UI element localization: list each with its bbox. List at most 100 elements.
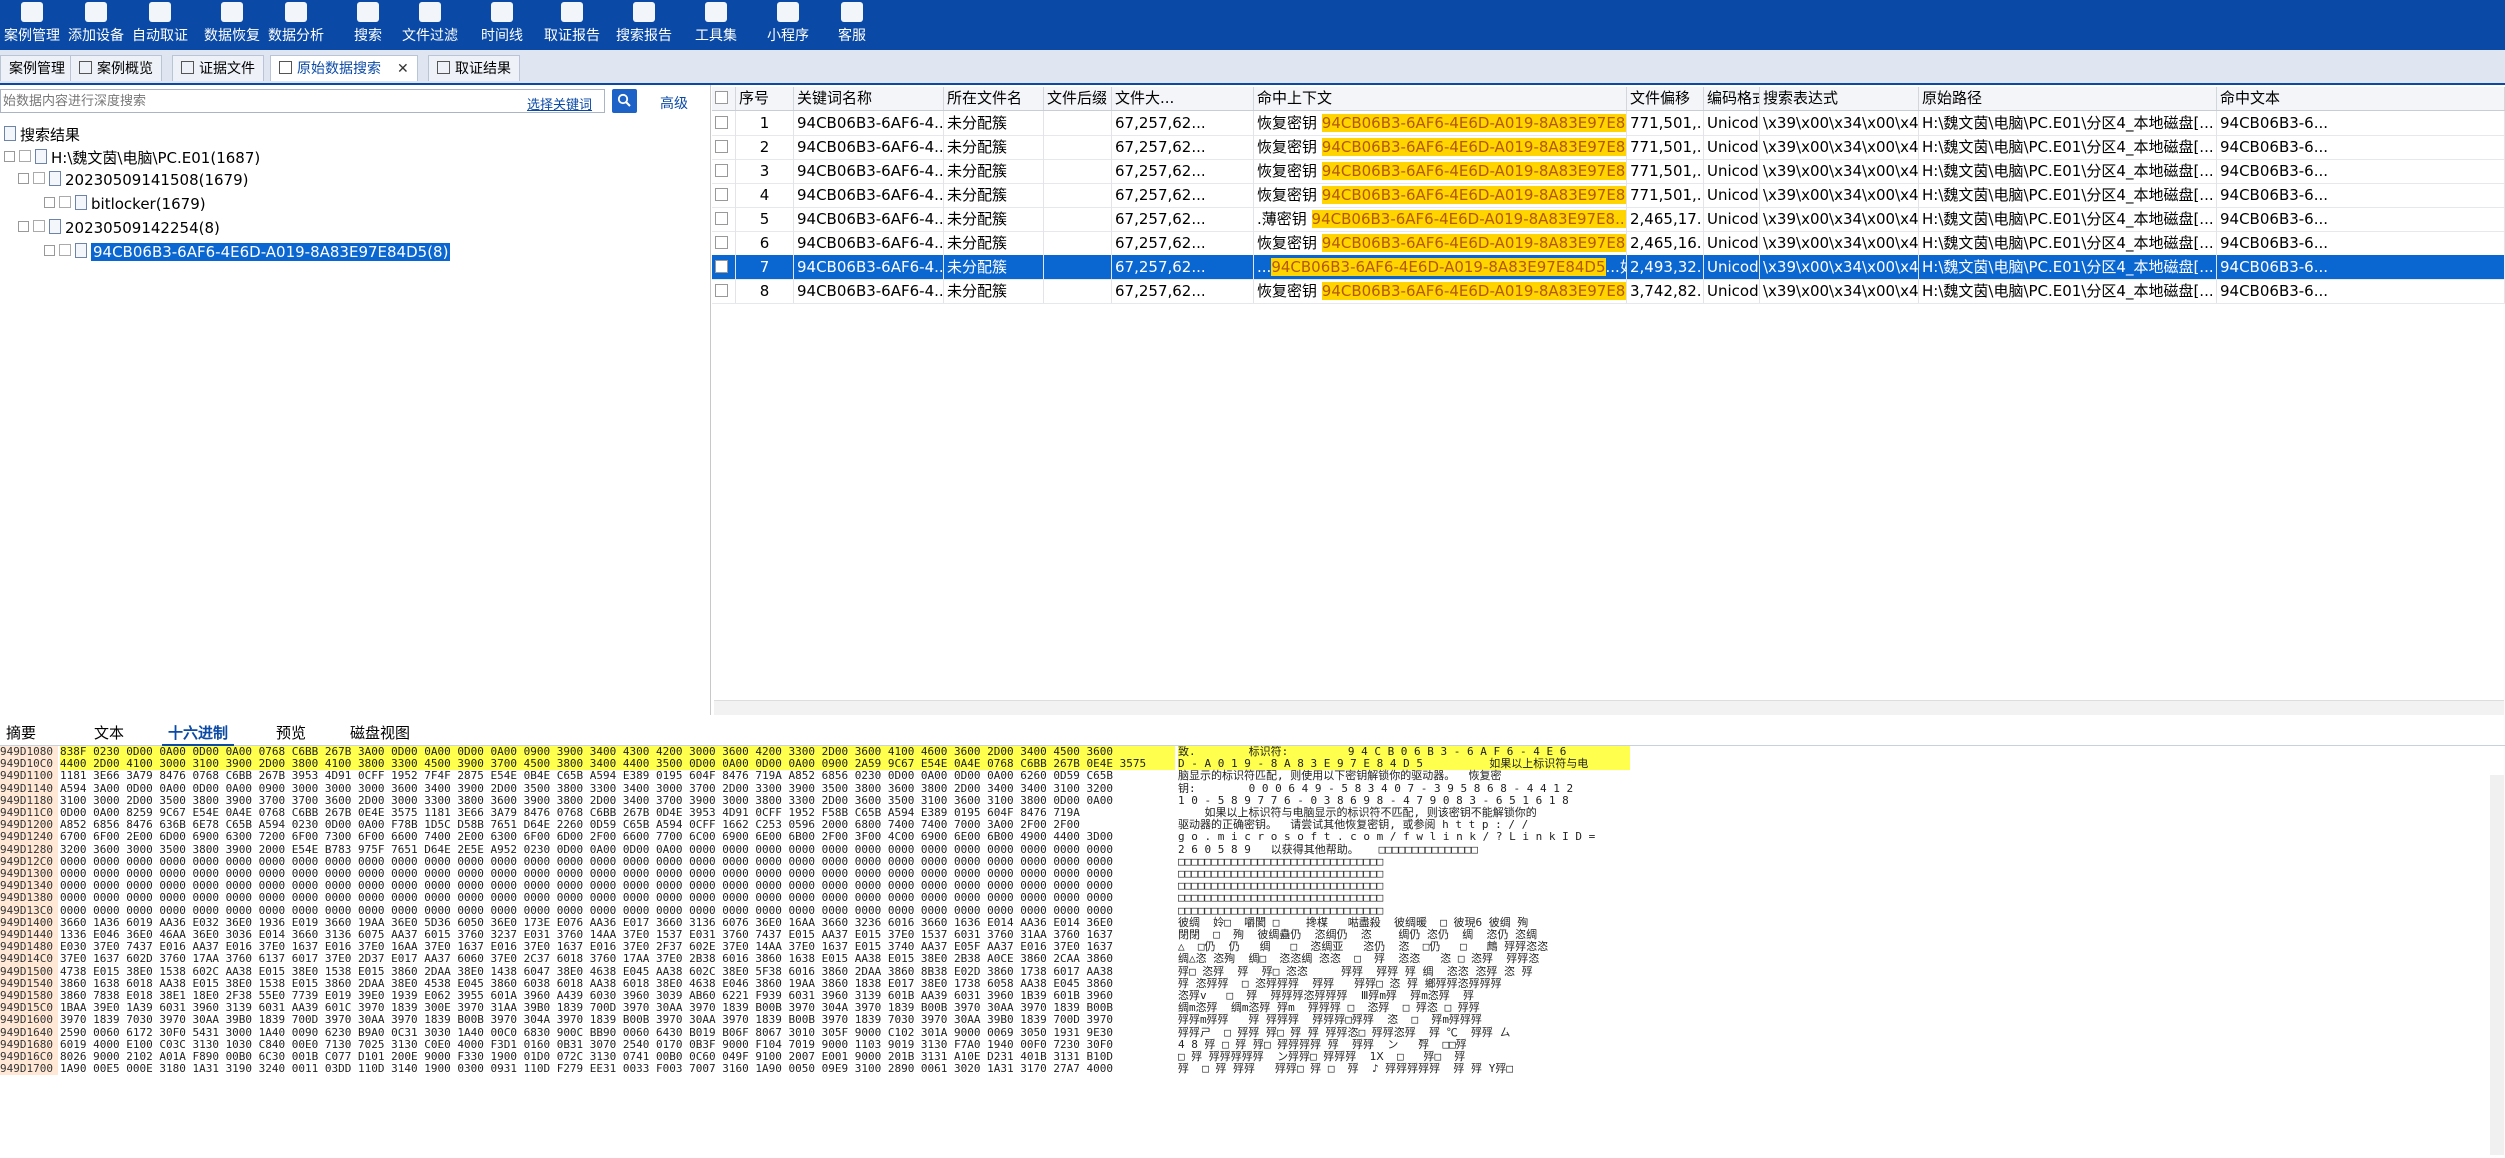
row-select-cell[interactable] [712,111,736,135]
row-checkbox[interactable] [715,140,728,153]
column-header[interactable]: 文件偏移 [1627,87,1704,110]
hex-line: A852 6856 8476 636B 6E78 C65B A594 0230 … [60,818,1080,832]
hex-text-line: 1 0 - 5 8 9 7 7 6 - 0 3 8 6 9 8 - 4 7 9 … [1178,793,1569,807]
search-input[interactable]: 始数据内容进行深度搜索 [0,89,605,113]
column-header[interactable]: 编码格式 [1704,87,1760,110]
tree-checkbox[interactable] [33,220,45,232]
column-header[interactable]: 命中上下文 [1254,87,1627,110]
detail-tab-3[interactable]: 预览 [276,724,307,742]
file-icon [75,243,87,258]
detail-tab-0[interactable]: 摘要 [6,724,37,742]
tree-node[interactable]: 94CB06B3-6AF6-4E6D-A019-8A83E97E84D5(8) [44,243,451,261]
column-header[interactable]: 所在文件名 [944,87,1044,110]
header-select-all[interactable] [712,87,736,110]
detail-tab-2[interactable]: 十六进制 [162,722,235,747]
toolbar-toolset-button[interactable]: 工具集 [684,0,748,50]
toolbar-report-button[interactable]: 取证报告 [540,0,604,50]
toolbar-auto-forensics-button[interactable]: 自动取证 [128,0,192,50]
row-select-cell[interactable] [712,231,736,255]
select-keyword-link[interactable]: 选择关键词 [527,98,593,113]
column-header[interactable]: 关键词名称 [794,87,944,110]
tab-1[interactable]: 案例概览 [70,55,162,81]
advanced-link[interactable]: 高级 [660,96,688,112]
context-hit: 94CB06B3-6AF6-4E6D-A019-8A83E97E8... [1321,282,1626,300]
column-header[interactable]: 序号 [736,87,794,110]
tree-node[interactable]: H:\魏文茵\电脑\PC.E01(1687) [4,147,260,168]
tree-node[interactable]: 20230509142254(8) [18,219,220,237]
table-row[interactable]: 5 94CB06B3-6AF6-4... 未分配簇 67,257,62... .薄密钥 … [712,207,2505,232]
tree-toggle-icon[interactable] [4,151,15,162]
row-select-cell[interactable] [712,135,736,159]
table-row[interactable]: 3 94CB06B3-6AF6-4... 未分配簇 67,257,62... 恢复密钥 … [712,159,2505,184]
detail-tab-1[interactable]: 文本 [94,724,125,742]
column-header[interactable]: 文件大... [1112,87,1254,110]
toolbar-case-button[interactable]: 案例管理 [0,0,64,50]
hex-line: 3970 1839 7030 3970 30AA 39B0 1839 700D … [60,1013,1113,1027]
row-select-cell[interactable] [712,255,736,279]
row-select-cell[interactable] [712,279,736,303]
tree-node[interactable]: 20230509141508(1679) [18,171,249,189]
table-row[interactable]: 2 94CB06B3-6AF6-4... 未分配簇 67,257,62... 恢复密钥 … [712,135,2505,160]
column-header[interactable]: 文件后缀 [1044,87,1112,110]
row-select-cell[interactable] [712,207,736,231]
cell-ctx: 恢复密钥 94CB06B3-6AF6-4E6D-A019-8A83E97E8..… [1254,159,1627,183]
tree-toggle-icon[interactable] [44,197,55,208]
toolbar-file-filter-button[interactable]: 文件过滤 [398,0,462,50]
table-row[interactable]: 4 94CB06B3-6AF6-4... 未分配簇 67,257,62... 恢复密钥 … [712,183,2505,208]
select-all-checkbox[interactable] [715,91,728,104]
tree-node[interactable]: bitlocker(1679) [44,195,206,213]
column-header[interactable]: 原始路径 [1919,87,2217,110]
column-header[interactable]: 搜索表达式 [1760,87,1919,110]
table-row[interactable]: 6 94CB06B3-6AF6-4... 未分配簇 67,257,62... 恢复密钥 … [712,231,2505,256]
tree-toggle-icon[interactable] [44,245,55,256]
toolbar-support-button[interactable]: 客服 [820,0,884,50]
column-header[interactable]: 命中文本 [2217,87,2505,110]
row-checkbox[interactable] [715,212,728,225]
tree-node[interactable]: 搜索结果 [4,124,80,145]
vertical-scrollbar[interactable] [2490,775,2504,1155]
hex-offset: 949D16C0 [0,1050,53,1064]
hex-text-line: 恣殍v □ 殍 殍殍殍恣殍殍殍 Ⅲ殍m殍 殍m恣殍 殍 [1178,989,1475,1003]
toolbar-timeline-button[interactable]: 时间线 [470,0,534,50]
tree-checkbox[interactable] [19,150,31,162]
toolbar-data-recovery-button[interactable]: 数据恢复 [200,0,264,50]
toolbar-search-report-button[interactable]: 搜索报告 [612,0,676,50]
hex-line: 0000 0000 0000 0000 0000 0000 0000 0000 … [60,854,1113,868]
row-checkbox[interactable] [715,236,728,249]
row-select-cell[interactable] [712,183,736,207]
detail-tab-4[interactable]: 磁盘视图 [350,724,411,742]
tab-4[interactable]: 取证结果 [428,55,520,81]
cell-path: H:\魏文茵\电脑\PC.E01\分区4_本地磁盘[... [1919,231,2217,255]
search-button[interactable] [612,89,637,113]
tab-3[interactable]: 原始数据搜索 ✕ [270,55,418,81]
row-select-cell[interactable] [712,159,736,183]
hex-offset: 949D12C0 [0,854,53,868]
row-checkbox[interactable] [715,188,728,201]
hex-line: 6019 4000 E100 C03C 3130 1030 C840 00E0 … [60,1037,1113,1051]
tree-checkbox[interactable] [33,172,45,184]
tab-label: 案例管理 [9,61,65,77]
toolbar-data-analysis-button[interactable]: 数据分析 [264,0,328,50]
tree-checkbox[interactable] [59,196,71,208]
close-icon[interactable]: ✕ [397,61,409,77]
tree-checkbox[interactable] [59,244,71,256]
toolbar-miniapp-button[interactable]: 小程序 [756,0,820,50]
row-checkbox[interactable] [715,116,728,129]
table-row[interactable]: 1 94CB06B3-6AF6-4... 未分配簇 67,257,62... 恢复密钥 … [712,111,2505,136]
cell-size: 67,257,62... [1112,183,1254,207]
table-row[interactable]: 8 94CB06B3-6AF6-4... 未分配簇 67,257,62... 恢复密钥 … [712,279,2505,304]
row-checkbox[interactable] [715,164,728,177]
tree-toggle-icon[interactable] [18,221,29,232]
cell-file: 未分配簇 [944,159,1044,183]
tab-0[interactable]: 案例管理 [0,55,74,81]
horizontal-scrollbar[interactable] [714,700,2504,715]
tab-2[interactable]: 证据文件 [172,55,264,81]
tree-toggle-icon[interactable] [18,173,29,184]
row-checkbox[interactable] [715,284,728,297]
cell-size: 67,257,62... [1112,135,1254,159]
toolbar-search-button[interactable]: 搜索 [336,0,400,50]
table-row[interactable]: 7 94CB06B3-6AF6-4... 未分配簇 67,257,62... ...94… [712,255,2505,280]
row-checkbox[interactable] [715,260,728,273]
cell-ext [1044,159,1112,183]
toolbar-add-device-button[interactable]: 添加设备 [64,0,128,50]
